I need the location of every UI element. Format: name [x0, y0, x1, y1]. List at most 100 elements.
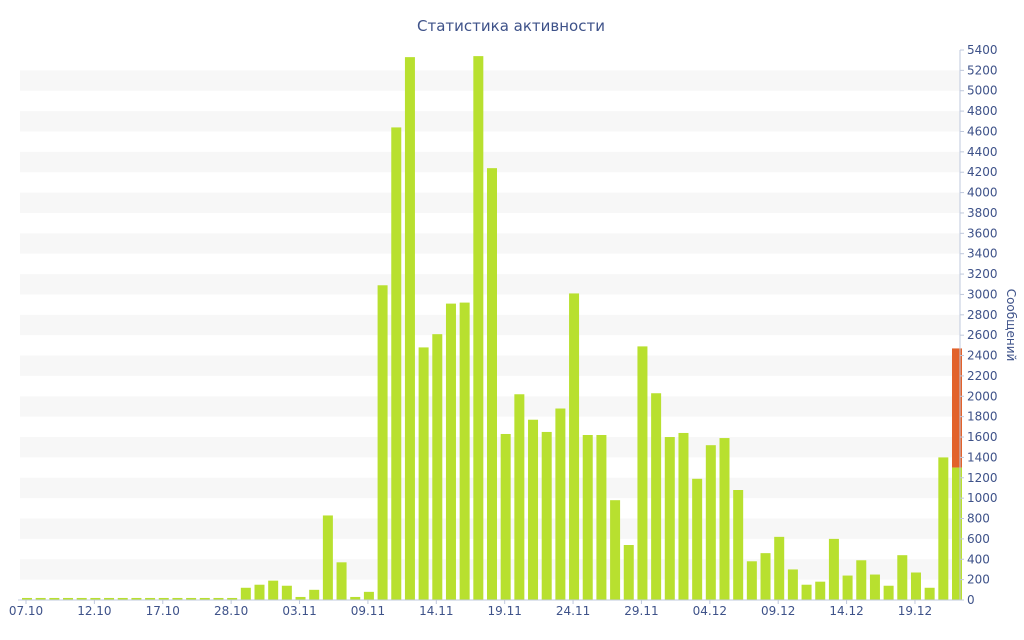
- bar: [610, 500, 621, 600]
- bar: [199, 597, 210, 600]
- grid-band: [20, 70, 960, 91]
- bar: [487, 168, 497, 601]
- grid-band: [20, 151, 960, 173]
- y-tick-label: 200: [967, 573, 990, 587]
- bar: [76, 597, 87, 600]
- x-tick-label: 14.12: [829, 604, 863, 618]
- x-tick-label: 28.10: [214, 604, 248, 618]
- bar: [692, 478, 703, 600]
- y-tick-label: 3000: [967, 287, 998, 301]
- bar: [637, 346, 648, 600]
- y-tick-label: 4400: [967, 145, 998, 159]
- x-tick-label: 03.11: [282, 604, 316, 618]
- y-tick-label: 0: [967, 593, 975, 607]
- bar: [117, 597, 128, 600]
- y-tick-label: 1200: [967, 471, 998, 485]
- bar: [555, 408, 566, 600]
- x-axis-ticks: 07.10 12.10 17.10 28.10 03.11 09.11 14.11 19.11…: [9, 600, 932, 618]
- y-tick-label: 3600: [967, 226, 998, 240]
- y-axis-label: Сообщений: [1004, 289, 1018, 362]
- bar: [254, 584, 265, 600]
- bar: [404, 57, 415, 600]
- x-tick-label: 14.11: [419, 604, 453, 618]
- x-tick-label: 12.10: [77, 604, 111, 618]
- bar: [213, 597, 224, 600]
- bar: [295, 596, 306, 600]
- y-axis-ticks: 0 200 400 600 800 1000 1200 1400 1600 1800 2000 220…: [960, 43, 998, 607]
- bar: [500, 433, 511, 600]
- bar: [49, 597, 60, 600]
- bar: [828, 538, 839, 600]
- bar: [377, 285, 388, 600]
- y-tick-label: 3200: [967, 267, 998, 281]
- x-tick-label: 24.11: [556, 604, 590, 618]
- y-tick-label: 2800: [967, 308, 998, 322]
- bar: [842, 575, 853, 600]
- x-tick-label: 17.10: [146, 604, 180, 618]
- y-tick-label: 2000: [967, 389, 998, 403]
- bar: [459, 302, 470, 600]
- x-tick-label: 19.11: [487, 604, 521, 618]
- bar: [787, 569, 798, 600]
- bars: [22, 56, 962, 601]
- chart-title: Статистика активности: [417, 17, 605, 35]
- y-tick-label: 3400: [967, 247, 998, 261]
- y-tick-label: 2400: [967, 349, 998, 363]
- bar: [760, 553, 771, 600]
- bar: [705, 445, 716, 600]
- grid-band: [20, 111, 960, 132]
- bar: [801, 584, 812, 600]
- x-tick-label: 04.12: [693, 604, 727, 618]
- bar: [158, 597, 169, 600]
- bar: [350, 596, 361, 600]
- bar: [541, 431, 552, 600]
- y-tick-label: 1800: [967, 410, 998, 424]
- bar: [952, 467, 962, 600]
- bar: [897, 555, 908, 600]
- bar: [35, 597, 46, 600]
- bar: [281, 585, 292, 600]
- bar: [856, 560, 867, 600]
- bar: [432, 334, 443, 600]
- bar: [596, 435, 607, 600]
- bar: [746, 561, 757, 600]
- bar: [186, 597, 197, 600]
- bar: [227, 597, 238, 600]
- y-tick-label: 600: [967, 532, 990, 546]
- x-tick-label: 29.11: [624, 604, 658, 618]
- bar: [569, 293, 580, 600]
- bar-highlight: [952, 348, 962, 468]
- y-tick-label: 800: [967, 512, 990, 526]
- y-tick-label: 4000: [967, 186, 998, 200]
- x-tick-label: 07.10: [9, 604, 43, 618]
- y-tick-label: 2600: [967, 328, 998, 342]
- bar: [145, 597, 156, 600]
- y-tick-label: 3800: [967, 206, 998, 220]
- y-tick-label: 4800: [967, 104, 998, 118]
- bar: [336, 562, 347, 600]
- bar: [651, 393, 662, 600]
- x-tick-label: 09.11: [351, 604, 385, 618]
- bar: [719, 438, 730, 600]
- bar: [938, 457, 949, 600]
- bar: [268, 580, 279, 600]
- bar: [883, 585, 894, 600]
- bar: [63, 597, 74, 600]
- bar: [418, 347, 429, 600]
- bar: [528, 419, 539, 600]
- y-tick-label: 1400: [967, 450, 998, 464]
- y-tick-label: 5200: [967, 63, 998, 77]
- bar: [391, 127, 402, 600]
- bar: [678, 432, 689, 600]
- bar: [664, 437, 675, 600]
- bar: [733, 490, 744, 600]
- bar: [445, 303, 456, 600]
- y-tick-label: 5000: [967, 84, 998, 98]
- bar: [774, 536, 785, 600]
- bar: [90, 597, 101, 600]
- bar: [924, 587, 935, 600]
- bar: [131, 597, 142, 600]
- bar: [815, 581, 826, 600]
- y-tick-label: 2200: [967, 369, 998, 383]
